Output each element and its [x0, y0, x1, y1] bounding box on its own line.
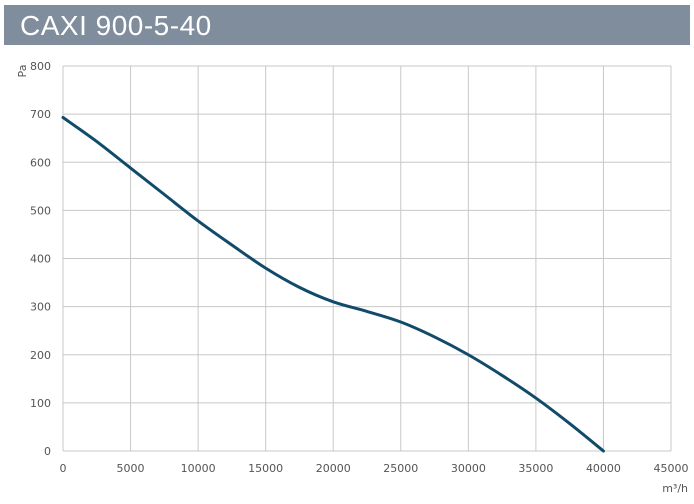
chart-title: CAXI 900-5-40 — [20, 10, 212, 41]
title-bar: CAXI 900-5-40 — [4, 5, 690, 45]
x-tick-label: 40000 — [586, 462, 621, 475]
x-tick-label: 45000 — [654, 462, 689, 475]
y-tick-label: 600 — [30, 156, 51, 169]
curve-layer — [61, 115, 605, 453]
x-tick-label: 5000 — [117, 462, 145, 475]
y-tick-labels: 0 100 200 300 400 500 600 700 800 — [30, 60, 51, 458]
y-tick-label: 500 — [30, 204, 51, 217]
x-tick-label: 25000 — [383, 462, 418, 475]
y-tick-label: 800 — [30, 60, 51, 73]
y-axis-label: Pa — [16, 65, 29, 78]
grid — [62, 65, 672, 452]
y-tick-label: 700 — [30, 108, 51, 121]
y-tick-label: 200 — [30, 349, 51, 362]
y-tick-label: 300 — [30, 301, 51, 314]
x-tick-label: 20000 — [316, 462, 351, 475]
y-tick-label: 0 — [44, 445, 51, 458]
x-tick-label: 0 — [60, 462, 67, 475]
x-tick-label: 35000 — [518, 462, 553, 475]
x-tick-label: 15000 — [248, 462, 283, 475]
y-tick-label: 400 — [30, 253, 51, 266]
fan-curve-line-0 — [61, 115, 605, 453]
x-tick-labels: 0 5000 10000 15000 20000 25000 30000 35000 40000… — [60, 462, 689, 475]
x-axis-label: m³/h — [662, 482, 688, 495]
x-tick-label: 10000 — [181, 462, 216, 475]
y-tick-label: 100 — [30, 397, 51, 410]
x-tick-label: 30000 — [451, 462, 486, 475]
